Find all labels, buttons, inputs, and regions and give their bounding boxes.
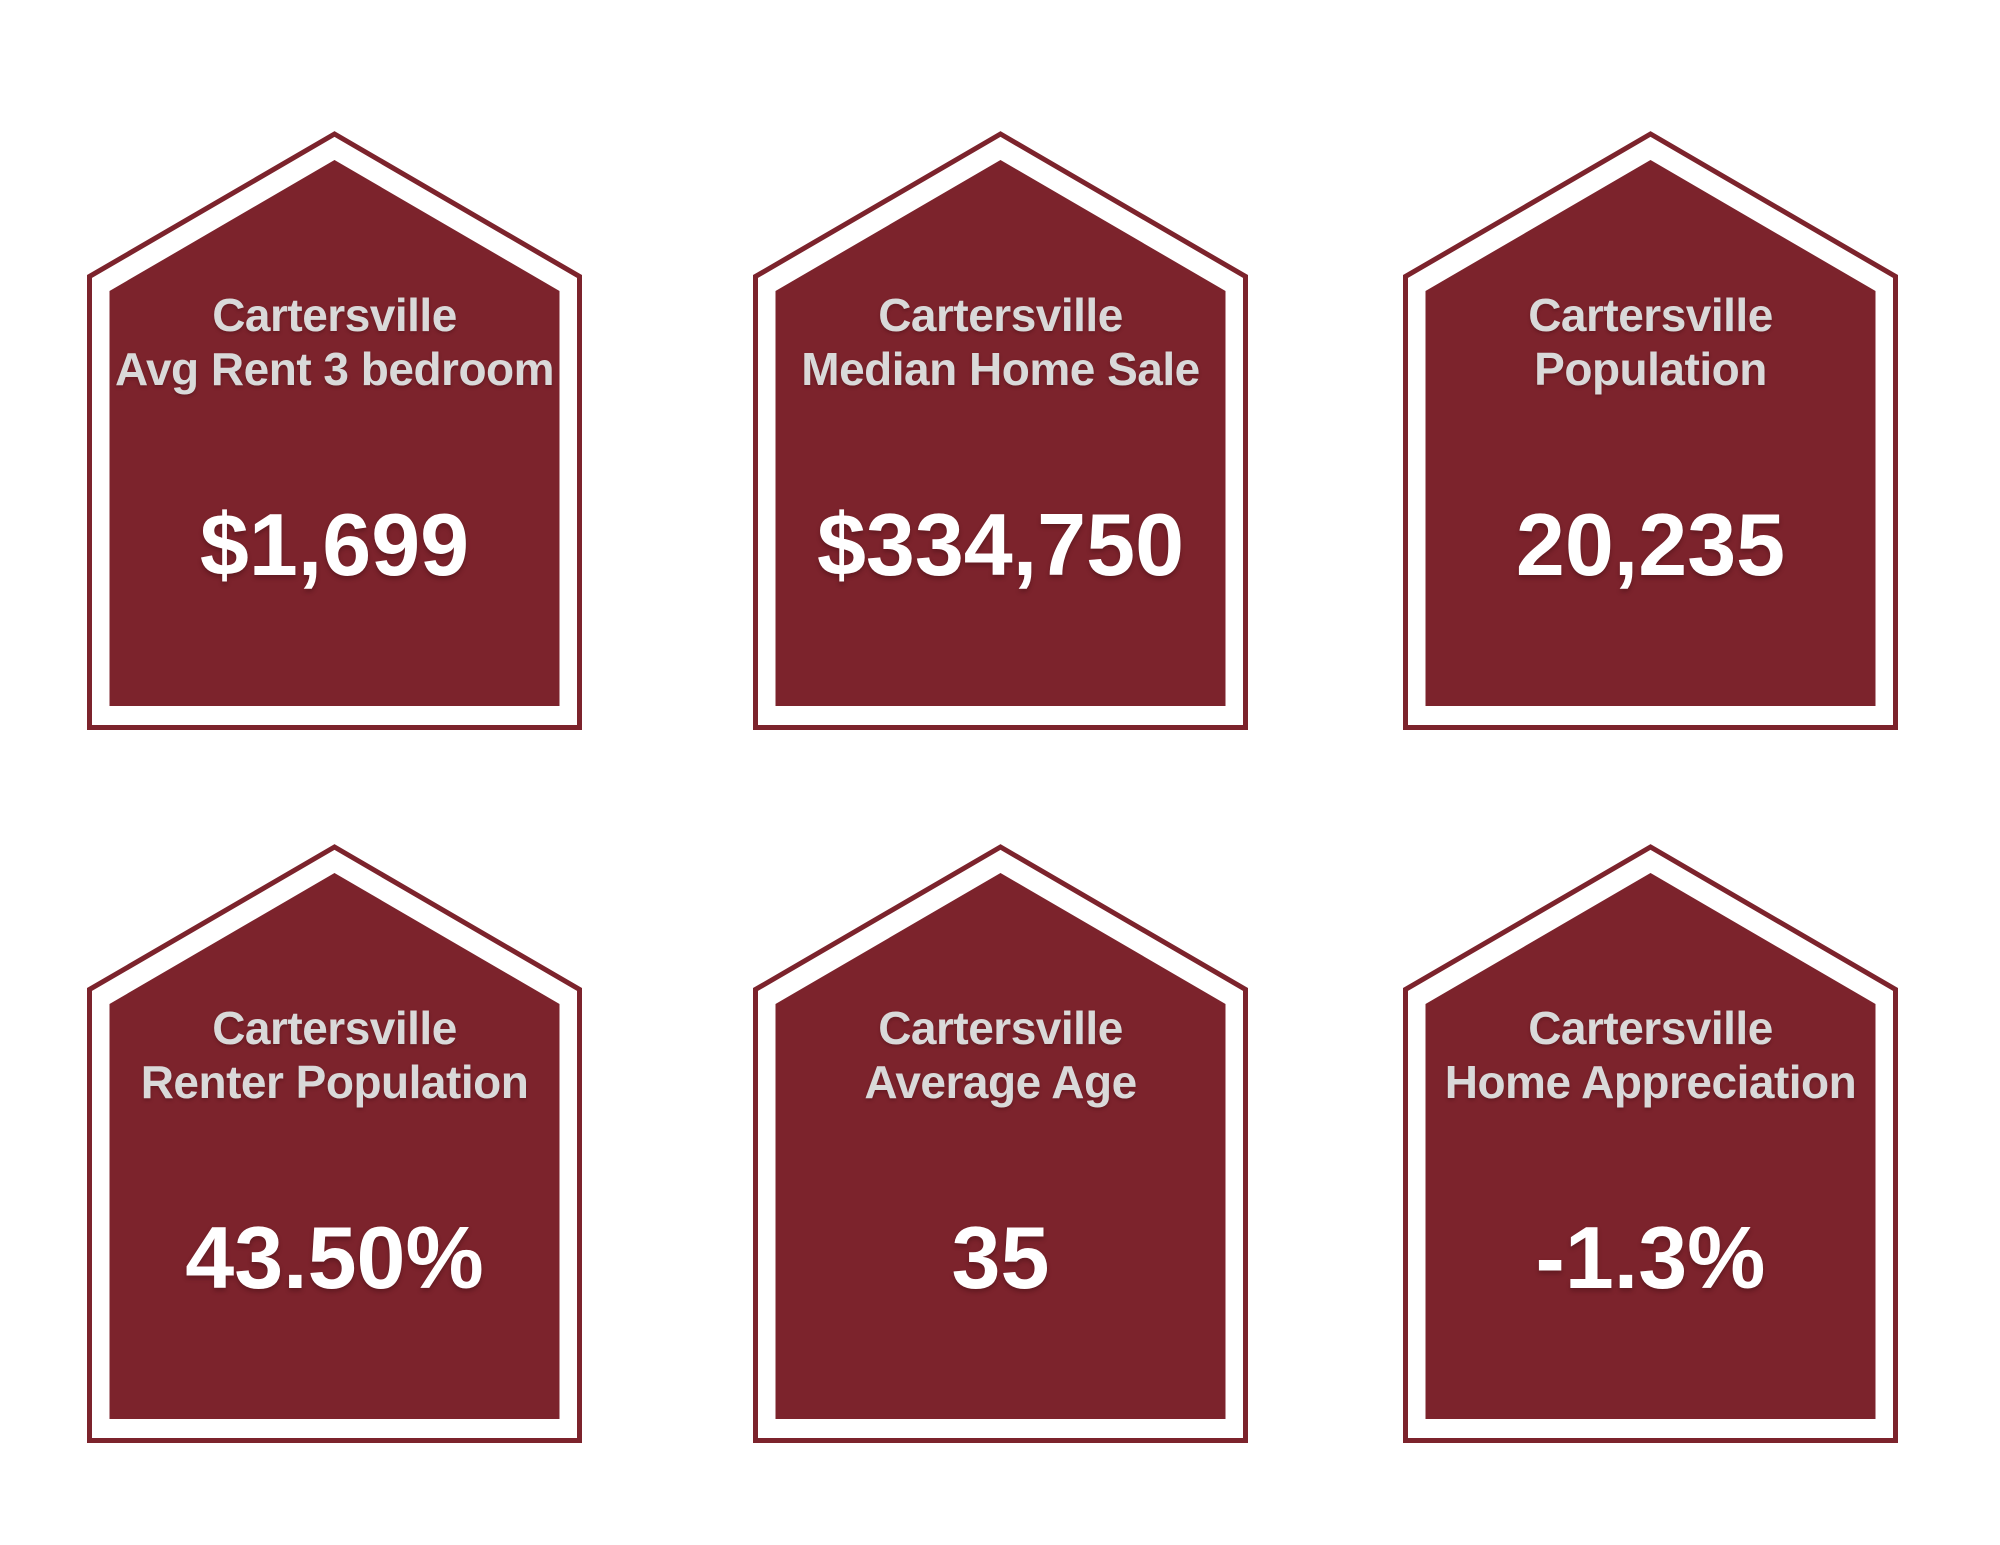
card-value: 20,235 [1515,495,1786,594]
house-fill-shape [775,873,1226,1419]
stat-card-average-age: Cartersville Average Age 35 [753,843,1248,1443]
stat-card-avg-rent-3-bedroom: Cartersville Avg Rent 3 bedroom $1,699 [87,130,582,730]
stat-card-renter-population: Cartersville Renter Population 43.50% [87,843,582,1443]
card-title-line2: Home Appreciation [1444,1055,1857,1108]
house-icon [1403,131,1898,730]
card-title-line2: Average Age [864,1055,1137,1108]
card-title: Cartersville Average Age [763,1002,1238,1110]
house-outline [1403,844,1898,1443]
house-outline [753,131,1248,730]
card-title-line2: Median Home Sale [801,342,1200,395]
card-title-line1: Cartersville [878,289,1123,341]
house-outline [753,844,1248,1443]
card-title-line1: Cartersville [1528,289,1773,341]
stat-card-population: Cartersville Population 20,235 [1403,130,1898,730]
card-title-line2: Renter Population [140,1055,529,1108]
card-value: 35 [951,1208,1050,1307]
house-outline [1403,131,1898,730]
card-value: $1,699 [199,495,470,594]
house-outline [87,131,582,730]
house-fill-shape [109,160,560,706]
card-title-line2: Avg Rent 3 bedroom [114,342,555,395]
card-title-line2: Population [1534,342,1767,395]
card-title: Cartersville Population [1413,289,1888,397]
house-icon [753,844,1248,1443]
card-title-line1: Cartersville [212,1002,457,1054]
stat-card-home-appreciation: Cartersville Home Appreciation -1.3% [1403,843,1898,1443]
stat-card-median-home-sale: Cartersville Median Home Sale $334,750 [753,130,1248,730]
house-icon [87,131,582,730]
card-value: 43.50% [185,1208,484,1307]
house-fill-shape [775,160,1226,706]
house-outline [87,844,582,1443]
card-value: -1.3% [1535,1208,1766,1307]
card-title: Cartersville Home Appreciation [1413,1002,1888,1110]
card-title: Cartersville Renter Population [97,1002,572,1110]
house-fill-shape [1425,160,1876,706]
card-title-line1: Cartersville [878,1002,1123,1054]
house-icon [753,131,1248,730]
house-icon [1403,844,1898,1443]
card-title-line1: Cartersville [1528,1002,1773,1054]
card-title: Cartersville Avg Rent 3 bedroom [97,289,572,397]
card-value: $334,750 [816,495,1185,594]
card-title-line1: Cartersville [212,289,457,341]
house-fill-shape [109,873,560,1419]
house-icon [87,844,582,1443]
house-fill-shape [1425,873,1876,1419]
card-title: Cartersville Median Home Sale [763,289,1238,397]
